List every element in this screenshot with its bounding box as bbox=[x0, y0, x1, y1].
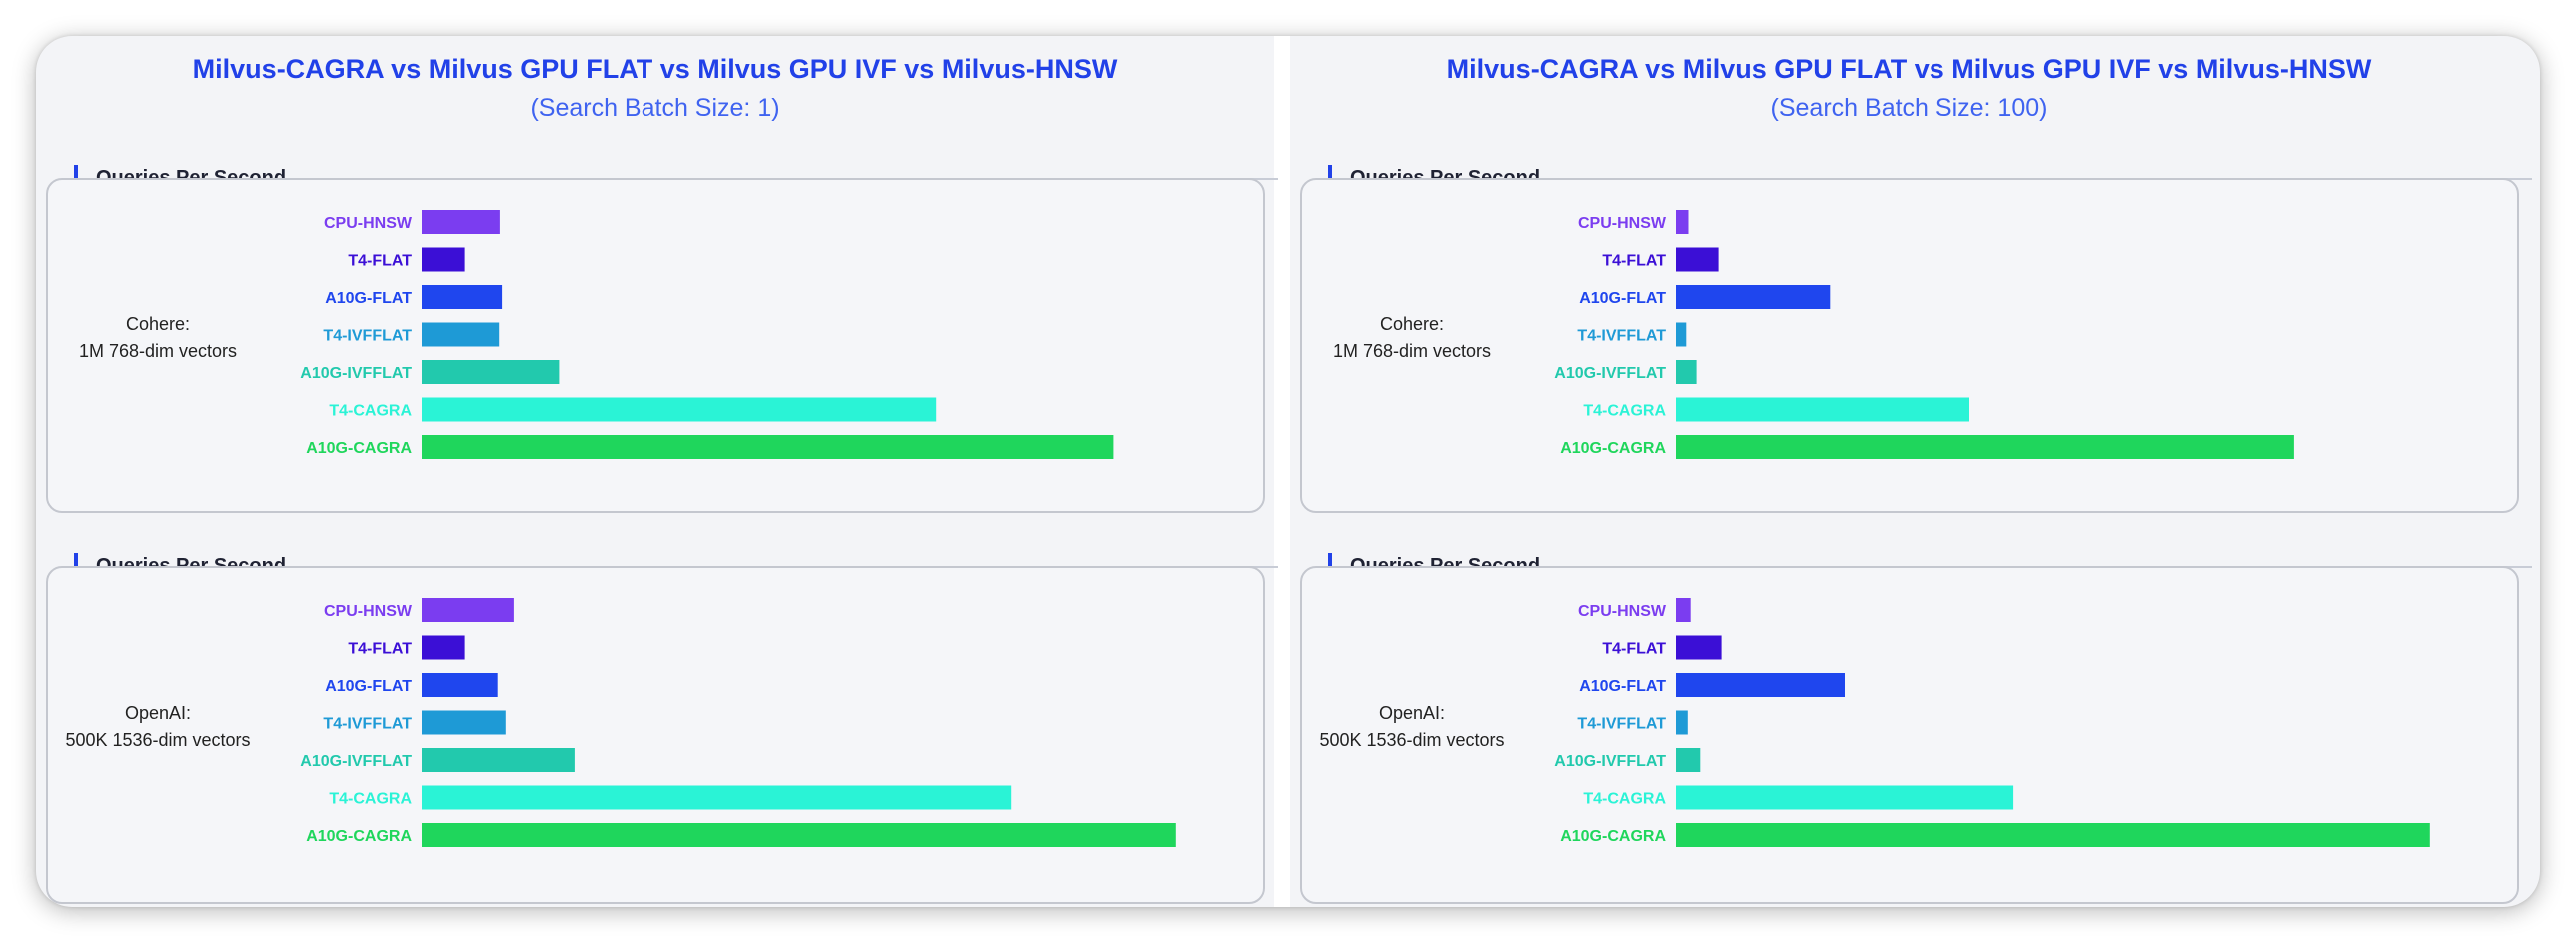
tick-label-cpu-hnsw: CPU-HNSW bbox=[1578, 603, 1667, 620]
chart-title: Milvus-CAGRA vs Milvus GPU FLAT vs Milvu… bbox=[192, 54, 1118, 84]
bar-a10g-cagra bbox=[1676, 823, 2430, 847]
tick-label-a10g-cagra: A10G-CAGRA bbox=[1560, 828, 1666, 845]
dataset-label-line: Cohere: bbox=[126, 314, 190, 334]
panel-divider bbox=[1274, 36, 1290, 907]
bar-t4-ivfflat bbox=[422, 710, 506, 735]
tick-label-cpu-hnsw: CPU-HNSW bbox=[324, 603, 413, 620]
tick-label-t4-ivfflat: T4-IVFFLAT bbox=[1577, 716, 1666, 733]
dataset-label-line: 1M 768-dim vectors bbox=[79, 341, 237, 361]
tick-label-t4-ivfflat: T4-IVFFLAT bbox=[323, 328, 412, 345]
bar-t4-ivfflat bbox=[1676, 322, 1687, 347]
tick-label-a10g-ivfflat: A10G-IVFFLAT bbox=[300, 753, 412, 770]
tick-label-a10g-flat: A10G-FLAT bbox=[1579, 678, 1666, 695]
dataset-label-line: OpenAI: bbox=[125, 703, 191, 723]
tick-label-t4-cagra: T4-CAGRA bbox=[329, 403, 412, 420]
bar-a10g-ivfflat bbox=[422, 748, 575, 772]
bar-chart-batch-100: Cohere: 1M 768-dim vectors CPU-HNSW T4-FLAT… bbox=[1319, 210, 2430, 847]
tick-label-a10g-ivfflat: A10G-IVFFLAT bbox=[1554, 365, 1666, 382]
tick-label-a10g-flat: A10G-FLAT bbox=[325, 678, 412, 695]
bar-a10g-flat bbox=[1676, 285, 1831, 309]
tick-label-t4-cagra: T4-CAGRA bbox=[1583, 403, 1666, 420]
bar-t4-ivfflat bbox=[1676, 710, 1688, 735]
bar-t4-ivfflat bbox=[422, 322, 500, 347]
tick-label-a10g-cagra: A10G-CAGRA bbox=[1560, 440, 1666, 457]
chart-box bbox=[46, 566, 1265, 904]
chart-panel-batch-1: Milvus-CAGRA vs Milvus GPU FLAT vs Milvu… bbox=[36, 36, 1278, 907]
tick-label-t4-flat: T4-FLAT bbox=[348, 253, 412, 270]
dataset-label-line: 1M 768-dim vectors bbox=[1333, 341, 1491, 361]
chart-panel-batch-100: Milvus-CAGRA vs Milvus GPU FLAT vs Milvu… bbox=[1290, 36, 2532, 907]
bar-chart-batch-1: Cohere: 1M 768-dim vectors CPU-HNSW T4-FLAT… bbox=[65, 210, 1176, 847]
chart-subtitle: (Search Batch Size: 1) bbox=[530, 94, 780, 122]
tick-label-cpu-hnsw: CPU-HNSW bbox=[324, 215, 413, 232]
chart-frame: Milvus-CAGRA vs Milvus GPU FLAT vs Milvu… bbox=[36, 36, 2540, 907]
chart-title: Milvus-CAGRA vs Milvus GPU FLAT vs Milvu… bbox=[1446, 54, 2372, 84]
bar-a10g-cagra bbox=[422, 823, 1176, 847]
bar-cpu-hnsw bbox=[1676, 598, 1691, 622]
dataset-label-line: 500K 1536-dim vectors bbox=[65, 730, 250, 750]
bar-a10g-ivfflat bbox=[1676, 748, 1701, 772]
dataset-label-line: 500K 1536-dim vectors bbox=[1319, 730, 1504, 750]
tick-label-t4-ivfflat: T4-IVFFLAT bbox=[1577, 328, 1666, 345]
bar-t4-cagra bbox=[1676, 397, 1969, 422]
bar-t4-cagra bbox=[1676, 785, 2014, 810]
bar-a10g-cagra bbox=[422, 435, 1114, 459]
bar-a10g-cagra bbox=[1676, 435, 2294, 459]
tick-label-a10g-ivfflat: A10G-IVFFLAT bbox=[1554, 753, 1666, 770]
bar-a10g-ivfflat bbox=[422, 360, 560, 384]
tick-label-t4-flat: T4-FLAT bbox=[1602, 253, 1666, 270]
tick-label-a10g-flat: A10G-FLAT bbox=[325, 290, 412, 307]
tick-label-t4-cagra: T4-CAGRA bbox=[1583, 791, 1666, 808]
bar-t4-flat bbox=[422, 635, 465, 660]
tick-label-a10g-cagra: A10G-CAGRA bbox=[306, 828, 412, 845]
tick-label-cpu-hnsw: CPU-HNSW bbox=[1578, 215, 1667, 232]
chart-subtitle: (Search Batch Size: 100) bbox=[1770, 94, 2048, 122]
tick-label-t4-flat: T4-FLAT bbox=[348, 641, 412, 658]
bar-t4-flat bbox=[1676, 247, 1719, 272]
dataset-label-line: OpenAI: bbox=[1379, 703, 1445, 723]
tick-label-t4-cagra: T4-CAGRA bbox=[329, 791, 412, 808]
bar-cpu-hnsw bbox=[422, 210, 500, 234]
tick-label-a10g-flat: A10G-FLAT bbox=[1579, 290, 1666, 307]
bar-a10g-ivfflat bbox=[1676, 360, 1697, 384]
tick-label-a10g-cagra: A10G-CAGRA bbox=[306, 440, 412, 457]
bar-a10g-flat bbox=[422, 673, 498, 697]
bar-t4-cagra bbox=[422, 785, 1012, 810]
tick-label-t4-ivfflat: T4-IVFFLAT bbox=[323, 716, 412, 733]
bar-a10g-flat bbox=[422, 285, 503, 309]
bar-t4-flat bbox=[1676, 635, 1722, 660]
chart-box bbox=[1300, 566, 2519, 904]
bar-cpu-hnsw bbox=[1676, 210, 1689, 234]
tick-label-t4-flat: T4-FLAT bbox=[1602, 641, 1666, 658]
bar-a10g-flat bbox=[1676, 673, 1845, 697]
dataset-label-line: Cohere: bbox=[1380, 314, 1444, 334]
tick-label-a10g-ivfflat: A10G-IVFFLAT bbox=[300, 365, 412, 382]
bar-cpu-hnsw bbox=[422, 598, 514, 622]
bar-t4-flat bbox=[422, 247, 465, 272]
bar-t4-cagra bbox=[422, 397, 937, 422]
